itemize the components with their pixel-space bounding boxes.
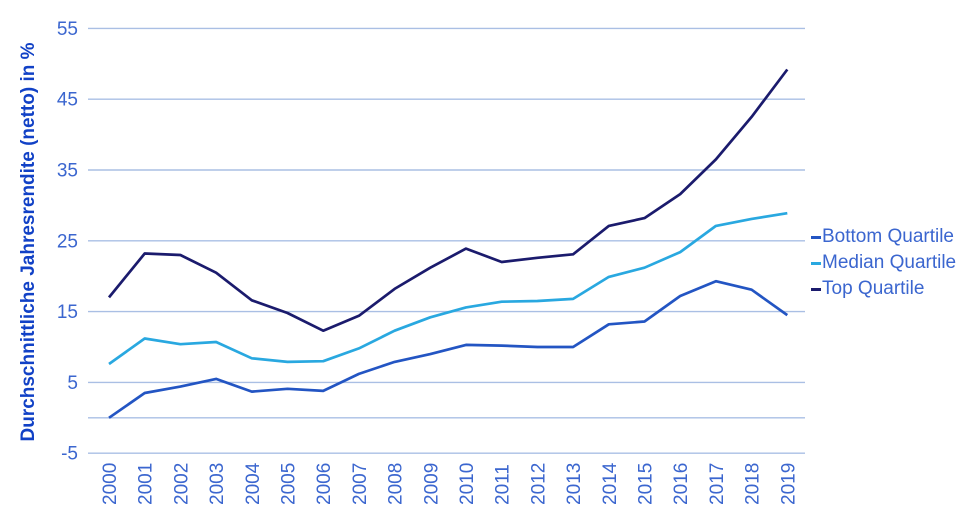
x-tick-label-2015: 2015 [636,463,657,505]
legend-line-marker-median [811,261,821,265]
y-tick-label-25: 25 [57,231,78,252]
series-line-top-quartile [107,68,789,333]
x-tick-label-2010: 2010 [457,463,478,505]
legend-item-bottom-quartile: Bottom Quartile [811,224,956,250]
y-axis-title: Durchschnittliche Jahresrendite (netto) … [18,42,39,441]
x-tick-label-2013: 2013 [564,463,585,505]
x-tick-label-2019: 2019 [778,463,799,505]
y-tick-label-55: 55 [57,19,78,40]
x-tick-label-2009: 2009 [421,463,442,505]
x-tick-label-2005: 2005 [279,463,300,505]
x-tick-label-2002: 2002 [171,463,192,505]
x-tick-label-2017: 2017 [707,463,728,505]
series-line-bottom-quartile [108,279,789,419]
x-tick-label-2006: 2006 [314,463,335,505]
y-tick-label-15: 15 [57,302,78,323]
x-tick-label-2012: 2012 [528,463,549,505]
x-tick-label-2011: 2011 [493,464,514,505]
x-tick-label-2008: 2008 [386,463,407,505]
axis-layer: 55 45 35 25 15 5 -5 2000 2001 2002 2003 2004 2005 200… [57,19,799,505]
y-tick-label-45: 45 [57,90,78,111]
legend-label-top: Top Quartile [822,278,925,299]
legend: Bottom Quartile Median Quartile Top Quar… [811,224,956,302]
legend-line-marker-top [811,287,821,291]
legend-label-bottom: Bottom Quartile [822,226,954,247]
x-tick-label-2001: 2001 [136,463,157,505]
y-tick-label-35: 35 [57,161,78,182]
x-tick-label-2004: 2004 [243,462,264,505]
x-tick-label-2007: 2007 [350,463,371,505]
legend-label-median: Median Quartile [822,252,957,273]
legend-item-top-quartile: Top Quartile [811,276,956,302]
x-tick-label-2014: 2014 [600,462,621,505]
y-tick-label--5: -5 [61,444,78,465]
x-tick-label-2003: 2003 [207,463,228,505]
series-layer [107,68,789,419]
legend-item-median-quartile: Median Quartile [811,250,956,276]
x-tick-label-2018: 2018 [743,463,764,505]
series-line-median-quartile [108,211,788,366]
y-tick-label-5: 5 [67,373,78,394]
x-tick-label-2016: 2016 [671,463,692,505]
legend-line-marker-bottom [811,235,821,239]
x-tick-label-2000: 2000 [100,463,121,505]
